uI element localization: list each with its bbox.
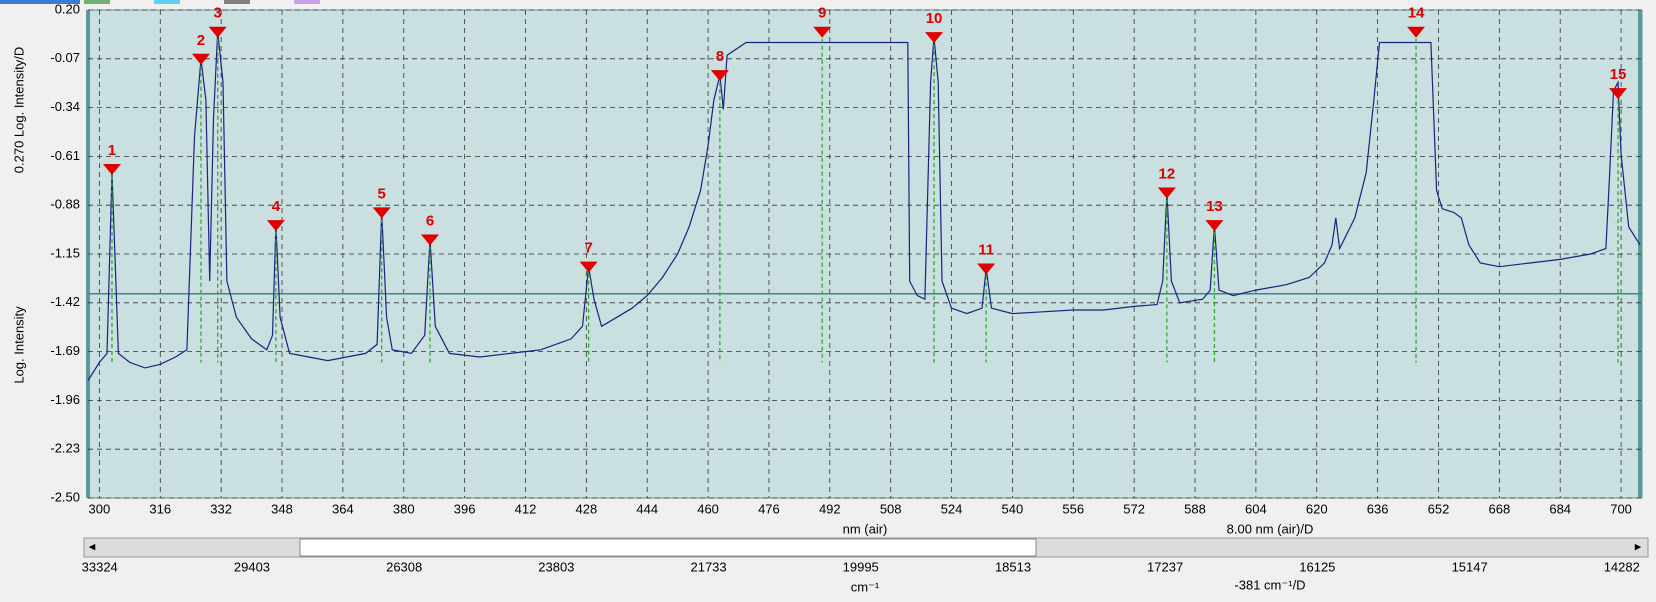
- peak-label: 2: [197, 32, 205, 49]
- peak-marker: [372, 207, 391, 219]
- x-tick-label: 316: [149, 501, 171, 516]
- peak-marker: [1609, 88, 1628, 100]
- x-tick-label: 556: [1062, 501, 1084, 516]
- x2-tick-label: 23803: [538, 559, 574, 574]
- x-tick-label: 476: [758, 501, 780, 516]
- x-tick-label: 604: [1245, 501, 1267, 516]
- x2-tick-label: 29403: [234, 559, 270, 574]
- peak-label: 12: [1159, 166, 1176, 183]
- x-tick-label: 700: [1610, 501, 1632, 516]
- x2-label: cm⁻¹: [851, 579, 880, 594]
- y-tick-label: -1.42: [50, 294, 80, 309]
- y-tick-label: -2.50: [50, 489, 80, 504]
- x2-scale-label: -381 cm⁻¹/D: [1234, 577, 1305, 592]
- x-tick-label: 492: [819, 501, 841, 516]
- peak-marker: [191, 53, 210, 65]
- x2-tick-label: 33324: [82, 559, 118, 574]
- tab: [294, 0, 320, 4]
- peak-label: 9: [818, 5, 826, 22]
- peak-marker: [710, 70, 729, 82]
- x2-tick-label: 16125: [1299, 559, 1335, 574]
- x-tick-label: 572: [1123, 501, 1145, 516]
- x-tick-label: 412: [515, 501, 537, 516]
- x-scale-label: 8.00 nm (air)/D: [1227, 521, 1314, 536]
- x-tick-label: 300: [89, 501, 111, 516]
- x-tick-label: 636: [1367, 501, 1389, 516]
- y-scale-label: 0.270 Log. Intensity/D: [11, 47, 26, 173]
- peak-label: 15: [1610, 66, 1627, 83]
- x-tick-label: 652: [1428, 501, 1450, 516]
- y-tick-label: -1.69: [50, 343, 80, 358]
- x-tick-label: 380: [393, 501, 415, 516]
- x2-tick-label: 17237: [1147, 559, 1183, 574]
- peak-label: 11: [978, 241, 994, 258]
- x2-tick-label: 21733: [690, 559, 726, 574]
- tab: [224, 0, 250, 4]
- x2-tick-label: 18513: [995, 559, 1031, 574]
- scrollbar-thumb[interactable]: [299, 538, 1037, 557]
- peak-marker: [977, 263, 996, 275]
- x2-tick-label: 15147: [1452, 559, 1488, 574]
- x-tick-label: 364: [332, 501, 354, 516]
- peak-marker: [579, 261, 598, 273]
- y-label: Log. Intensity: [11, 306, 26, 384]
- y-tick-label: -0.34: [50, 99, 80, 114]
- scroll-left[interactable]: ◂: [89, 538, 96, 553]
- y-tick-label: -1.96: [50, 392, 80, 407]
- x-tick-label: 428: [575, 501, 597, 516]
- peak-label: 8: [716, 48, 724, 65]
- peak-label: 5: [378, 185, 386, 202]
- y-tick-label: -0.88: [50, 197, 80, 212]
- x-tick-label: 588: [1184, 501, 1206, 516]
- y-tick-label: -2.23: [50, 441, 80, 456]
- peak-marker: [208, 26, 227, 38]
- peak-marker: [266, 220, 285, 232]
- peak-marker: [1157, 187, 1176, 199]
- y-tick-label: -0.07: [50, 50, 80, 65]
- peak-label: 10: [926, 10, 943, 27]
- tab: [154, 0, 180, 4]
- x-tick-label: 508: [880, 501, 902, 516]
- peak-label: 7: [584, 240, 592, 257]
- y-tick-label: -1.15: [50, 245, 80, 260]
- peak-label: 3: [214, 5, 222, 22]
- x-label: nm (air): [843, 521, 888, 536]
- tab: [0, 0, 80, 4]
- peak-label: 6: [426, 213, 434, 230]
- y-tick-label: 0.20: [55, 1, 80, 16]
- peak-marker: [813, 26, 832, 38]
- peak-label: 4: [272, 198, 281, 215]
- x-tick-label: 348: [271, 501, 293, 516]
- tab: [84, 0, 110, 4]
- x-tick-label: 620: [1306, 501, 1328, 516]
- peak-label: 14: [1408, 5, 1425, 22]
- spectrum-line: [87, 31, 1641, 381]
- peak-label: 13: [1206, 198, 1223, 215]
- y-tick-label: -0.61: [50, 148, 80, 163]
- peak-marker: [1407, 26, 1426, 38]
- peak-label: 1: [108, 142, 116, 159]
- x-tick-label: 540: [1002, 501, 1024, 516]
- peak-marker: [102, 164, 121, 176]
- x-tick-label: 444: [636, 501, 658, 516]
- x-tick-label: 460: [697, 501, 719, 516]
- peak-marker: [1205, 220, 1224, 232]
- x2-tick-label: 26308: [386, 559, 422, 574]
- x-tick-label: 332: [210, 501, 232, 516]
- x2-tick-label: 19995: [843, 559, 879, 574]
- peak-marker: [420, 234, 439, 246]
- x-tick-label: 396: [454, 501, 476, 516]
- x2-tick-label: 14282: [1604, 559, 1640, 574]
- peak-marker: [925, 32, 944, 44]
- x-tick-label: 668: [1488, 501, 1510, 516]
- x-tick-label: 684: [1549, 501, 1571, 516]
- scroll-right[interactable]: ▸: [1635, 538, 1642, 553]
- x-tick-label: 524: [941, 501, 963, 516]
